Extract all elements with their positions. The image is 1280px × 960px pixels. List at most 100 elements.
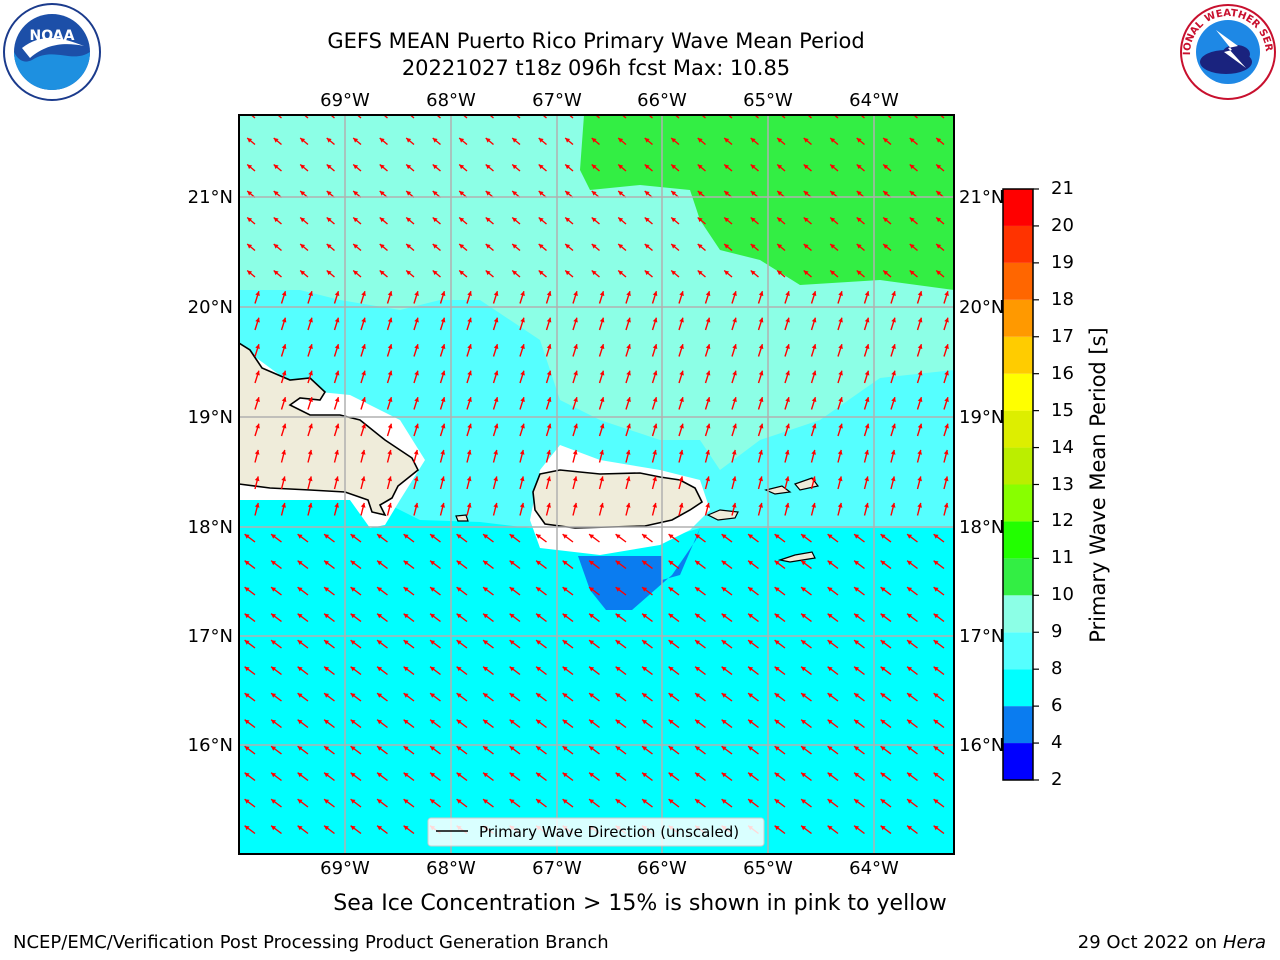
wave-arrow [935,269,945,278]
wave-arrow [562,533,574,543]
wave-arrow [386,317,393,331]
wave-arrow [757,343,764,357]
wave-arrow [270,560,282,570]
wave-arrow [863,317,870,331]
chart-subtitle: 20221027 t18z 096h fcst Max: 10.85 [401,56,791,80]
wave-arrow [810,449,816,463]
wave-arrow [943,423,949,437]
colorbar-tick-label: 6 [1051,695,1063,717]
wave-arrow [270,666,282,676]
lon-label-bottom: 68°W [426,858,476,879]
wave-arrow [906,692,918,702]
wave-arrow [273,137,282,146]
wave-arrow [564,163,574,172]
wave-arrow [598,423,605,437]
wave-arrow [890,423,896,437]
wave-arrow [721,745,733,755]
wave-arrow [784,343,790,357]
wave-arrow [678,396,684,410]
wave-arrow [545,290,552,304]
wave-arrow [492,343,499,357]
wave-arrow [644,216,653,225]
wave-arrow [694,745,706,755]
wave-arrow [244,613,256,623]
wave-arrow [644,163,653,172]
wave-arrow [244,560,256,570]
land-puerto-rico [532,469,704,529]
wave-arrow [333,449,339,463]
colorbar-segment [1003,595,1033,633]
wave-arrow [572,502,578,516]
wave-arrow [280,396,287,410]
wave-arrow [829,243,839,252]
noaa-logo-text: NOAA [30,28,75,44]
wave-arrow [439,502,445,516]
wave-arrow [588,639,600,649]
wave-arrow [572,370,578,384]
colorbar-tick-label: 2 [1051,769,1063,790]
wave-arrow [538,269,547,278]
wave-arrow [591,163,600,172]
wave-arrow [774,666,786,676]
wave-arrow [458,216,468,225]
wave-arrow [747,666,759,676]
wave-arrow [882,216,892,225]
wave-arrow [935,216,945,225]
wave-arrow [774,586,786,596]
wave-arrow [853,586,865,596]
wave-arrow [810,423,817,437]
wave-arrow [774,560,786,570]
lat-label-right: 19°N [959,407,1004,428]
colorbar-tick-label: 9 [1051,621,1063,643]
wave-arrow [697,243,706,252]
wave-arrow [326,269,335,278]
wave-arrow [827,666,839,676]
footer-host: Hera [1222,932,1266,953]
wave-arrow [456,533,468,543]
wave-arrow [333,290,340,304]
wave-arrow [466,317,472,331]
wave-arrow [853,798,865,808]
wave-arrow [376,798,388,808]
lat-label-left: 16°N [188,735,233,756]
wave-arrow [456,666,468,676]
lat-label-right: 20°N [959,297,1004,318]
wave-arrow [326,216,335,225]
colorbar [1002,188,1039,781]
wave-arrow [326,163,335,172]
wave-arrow [254,502,260,516]
wave-arrow [800,719,812,729]
wave-arrow [747,639,759,649]
wave-arrow [492,502,498,516]
wave-arrow [535,613,547,623]
wave-arrow [386,396,393,410]
wave-arrow [598,343,605,357]
wave-arrow [246,269,256,278]
wave-arrow [572,317,578,331]
wave-arrow [519,449,525,463]
wave-arrow [485,137,494,146]
wave-arrow [863,396,870,410]
wave-arrow [376,639,388,649]
wave-arrow [615,533,627,543]
wave-arrow [403,533,415,543]
wave-arrow [429,639,441,649]
wave-arrow [485,243,494,252]
wave-arrow [890,370,896,384]
wave-arrow [323,586,335,596]
wave-arrow [323,719,335,729]
wave-arrow [853,560,865,570]
wave-arrow [403,586,415,596]
wave-arrow [641,798,653,808]
wave-arrow [810,502,816,516]
lon-label-bottom: 65°W [743,858,793,879]
wave-arrow [837,502,843,516]
wave-arrow [697,216,706,225]
wave-arrow [670,216,680,225]
wave-arrow [916,502,922,516]
wave-arrow [254,290,260,304]
wave-arrow [694,772,706,782]
wave-arrow [350,825,362,835]
wave-arrow [588,692,600,702]
